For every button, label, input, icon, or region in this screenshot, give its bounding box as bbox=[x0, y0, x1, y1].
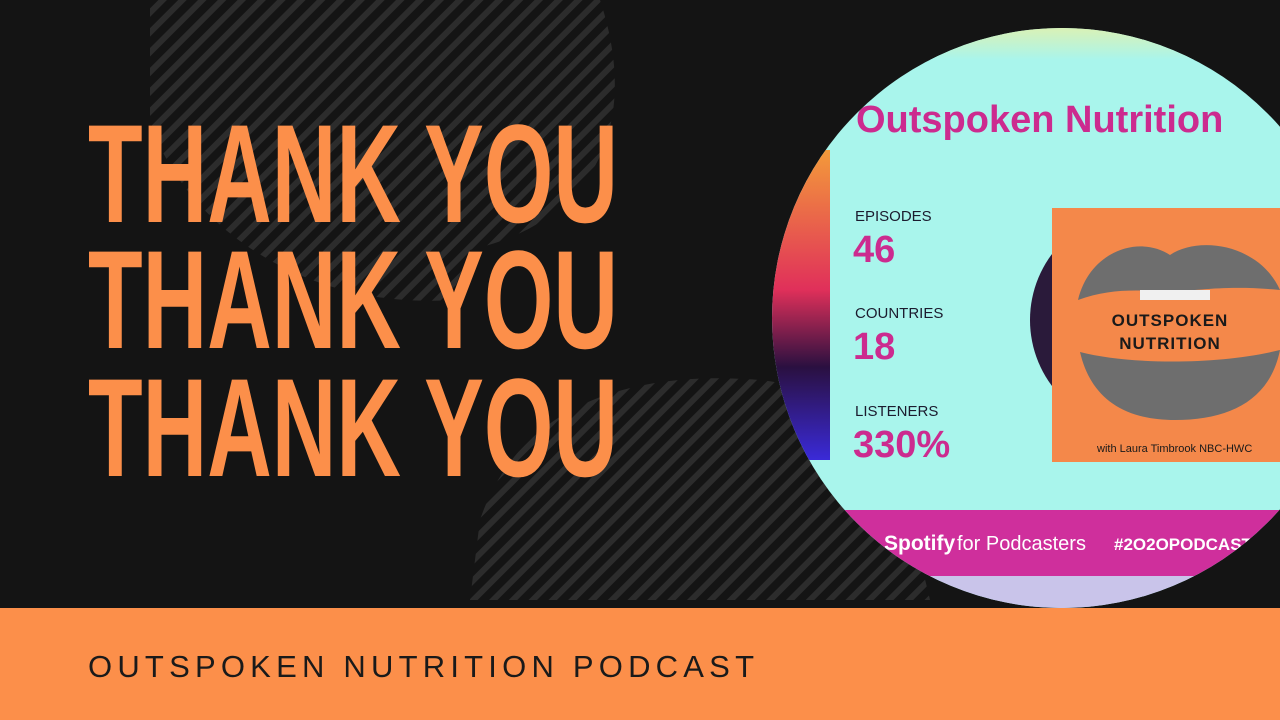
headline-line: THANK YOU bbox=[88, 221, 618, 378]
card-title: Outspoken Nutrition bbox=[856, 99, 1223, 141]
headline: THANK YOU THANK YOU THANK YOU bbox=[88, 95, 618, 506]
stats-card: Outspoken Nutrition EPISODES 46 COUNTRIE… bbox=[772, 28, 1280, 608]
headline-line: THANK YOU bbox=[88, 349, 618, 506]
lips-top bbox=[1078, 245, 1280, 300]
teeth bbox=[1140, 290, 1210, 300]
cover-title: NUTRITION bbox=[1119, 334, 1221, 353]
cover-host: with Laura Timbrook NBC-HWC bbox=[1096, 443, 1252, 455]
cover-title: OUTSPOKEN bbox=[1112, 311, 1229, 330]
headline-line: THANK YOU bbox=[88, 95, 618, 252]
stat-value: 18 bbox=[853, 326, 895, 368]
lips-bottom bbox=[1080, 350, 1280, 420]
stripe-shape bbox=[150, 0, 615, 301]
banner bbox=[0, 608, 1280, 720]
stat-label: COUNTRIES bbox=[855, 305, 943, 322]
stat-value: 330% bbox=[853, 424, 950, 466]
brand-suffix: for Podcasters bbox=[957, 533, 1086, 555]
stat-label: LISTENERS bbox=[855, 403, 938, 420]
brand: Spotify bbox=[884, 532, 955, 555]
stat-value: 46 bbox=[853, 229, 895, 271]
stat-label: EPISODES bbox=[855, 208, 932, 225]
